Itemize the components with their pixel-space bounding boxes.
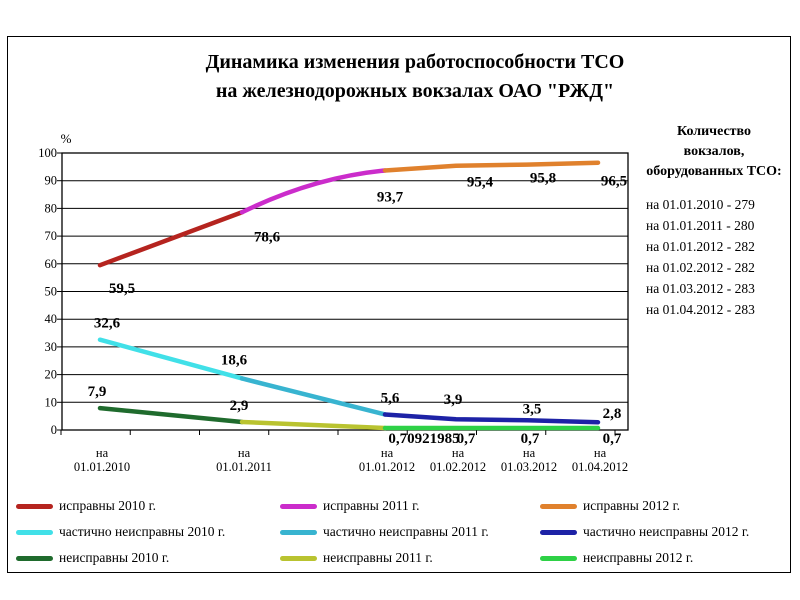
station-count-item: на 01.01.2012 - 282	[646, 239, 755, 254]
data-label: 78,6	[254, 229, 281, 245]
x-tick-label-prefix: на	[238, 446, 251, 460]
series-line	[239, 419, 388, 431]
data-label: 5,6	[381, 390, 400, 406]
x-tick-label-prefix: на	[594, 446, 607, 460]
station-count-heading-line1: Количество	[676, 124, 752, 139]
legend-label: исправны 2010 г.	[59, 498, 156, 513]
data-label: 0,70921985	[388, 431, 459, 447]
data-label: 3,9	[444, 392, 463, 408]
y-tick-label: 0	[51, 423, 57, 437]
y-tick-label: 70	[45, 229, 58, 243]
legend-swatch	[16, 503, 53, 509]
series-line	[239, 168, 388, 215]
legend-item: частично неисправны 2010 г.	[16, 524, 225, 540]
legend-swatch	[16, 529, 53, 535]
y-tick-label: 90	[45, 174, 58, 188]
legend-item: частично неисправны 2012 г.	[540, 524, 749, 540]
legend-item: исправны 2011 г.	[280, 498, 420, 514]
x-tick-label-date: 01.01.2012	[359, 460, 415, 474]
data-label: 7,9	[88, 384, 107, 400]
x-tick-label-prefix: на	[452, 446, 465, 460]
slide-frame	[7, 36, 791, 573]
chart-title-line2: на железнодорожных вокзалах ОАО "РЖД"	[215, 80, 615, 102]
series-line	[97, 337, 245, 381]
station-count-heading-line2: вокзалов,	[683, 144, 745, 159]
station-count-item: на 01.01.2011 - 280	[646, 218, 755, 233]
y-tick-label: 10	[45, 395, 58, 409]
x-tick-label-date: 01.04.2012	[572, 460, 628, 474]
legend-swatch	[16, 555, 53, 561]
data-label: 59,5	[109, 281, 135, 297]
data-label: 0,7	[521, 431, 540, 447]
station-count-item: на 01.02.2012 - 282	[646, 260, 755, 275]
station-count-heading-line3: оборудованных ТСО:	[646, 164, 782, 179]
legend-label: неисправны 2011 г.	[323, 550, 433, 565]
y-tick-label: 60	[45, 257, 58, 271]
legend-item: исправны 2012 г.	[540, 498, 680, 514]
data-label: 96,5	[601, 174, 627, 190]
legend-item: неисправны 2010 г.	[16, 550, 169, 566]
x-tick-label-date: 01.03.2012	[501, 460, 557, 474]
data-label: 95,8	[530, 171, 556, 187]
legend-item: неисправны 2012 г.	[540, 550, 693, 566]
x-tick-label-prefix: на	[523, 446, 536, 460]
y-tick-label: 40	[45, 312, 58, 326]
legend-item: частично неисправны 2011 г.	[280, 524, 489, 540]
station-count-item: на 01.01.2010 - 279	[646, 197, 755, 212]
legend-label: исправны 2012 г.	[583, 498, 680, 513]
data-label: 2,9	[230, 398, 249, 414]
y-tick-label: 30	[45, 340, 58, 354]
legend: исправны 2010 г. частично неисправны 2010…	[7, 494, 790, 570]
station-count-item: на 01.03.2012 - 283	[646, 281, 755, 296]
data-label: 3,5	[523, 401, 542, 417]
x-tick-label-date: 01.02.2012	[430, 460, 486, 474]
data-label: 95,4	[467, 175, 494, 191]
legend-swatch	[280, 503, 317, 509]
series-line	[239, 376, 388, 417]
legend-swatch	[540, 529, 577, 535]
station-count-panel: Количество вокзалов, оборудованных ТСО: …	[636, 122, 792, 320]
data-label: 0,7	[603, 431, 622, 447]
chart-title-line1: Динамика изменения работоспособности ТСО	[205, 51, 625, 73]
station-count-list: на 01.01.2010 - 279 на 01.01.2011 - 280 на…	[636, 194, 792, 320]
data-label: 0,7	[457, 431, 476, 447]
x-tick-label-prefix: на	[96, 446, 109, 460]
y-axis-unit-label: %	[61, 131, 72, 146]
station-count-item: на 01.04.2012 - 283	[646, 302, 755, 317]
y-tick-label: 50	[45, 285, 58, 299]
legend-label: частично неисправны 2012 г.	[583, 524, 750, 539]
data-label: 32,6	[94, 316, 121, 332]
legend-swatch	[540, 503, 577, 509]
legend-item: неисправны 2011 г.	[280, 550, 433, 566]
series-line	[97, 405, 245, 425]
y-tick-label: 100	[38, 146, 57, 160]
data-label: 93,7	[377, 189, 404, 205]
series-line	[97, 210, 245, 268]
series-line	[382, 160, 601, 173]
x-tick-label-date: 01.01.2010	[74, 460, 130, 474]
legend-swatch	[280, 555, 317, 561]
x-tick-label-prefix: на	[381, 446, 394, 460]
data-label: 18,6	[221, 352, 248, 368]
legend-label: неисправны 2012 г.	[583, 550, 694, 565]
series-line	[382, 412, 601, 425]
legend-label: неисправны 2010 г.	[59, 550, 170, 565]
legend-swatch	[540, 555, 577, 561]
legend-label: частично неисправны 2010 г.	[59, 524, 226, 539]
chart-title: Динамика изменения работоспособности ТСО…	[40, 48, 790, 106]
data-label: 2,8	[603, 406, 622, 422]
legend-label: частично неисправны 2011 г.	[323, 524, 489, 539]
station-count-heading: Количество вокзалов, оборудованных ТСО:	[636, 122, 792, 182]
legend-item: исправны 2010 г.	[16, 498, 156, 514]
plot-frame	[61, 152, 629, 431]
legend-label: исправны 2011 г.	[323, 498, 420, 513]
y-tick-label: 80	[45, 201, 58, 215]
y-tick-label: 20	[45, 368, 58, 382]
legend-swatch	[280, 529, 317, 535]
x-tick-label-date: 01.01.2011	[216, 460, 272, 474]
